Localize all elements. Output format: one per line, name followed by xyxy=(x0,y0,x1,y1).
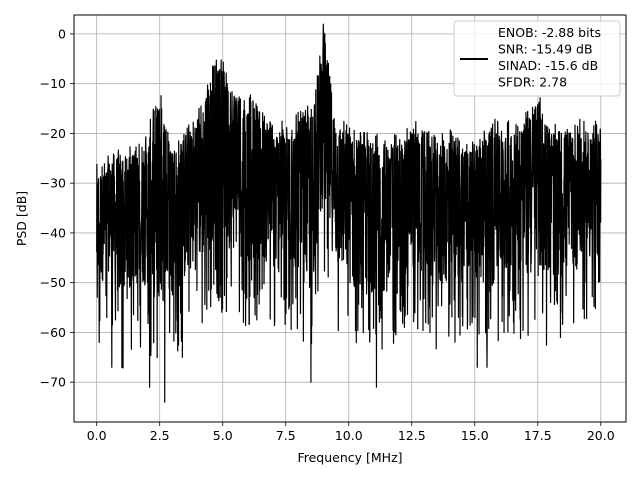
y-tick-label: −70 xyxy=(40,375,66,390)
legend-box xyxy=(453,20,621,97)
x-axis-ticks: 0.0 2.5 5.0 7.5 10.0 12.5 15.0 17.5 20.0 xyxy=(87,422,615,443)
series-psd xyxy=(96,23,602,403)
x-tick-label: 7.5 xyxy=(276,428,296,443)
x-tick-label: 10.0 xyxy=(335,428,363,443)
y-axis-label: PSD [dB] xyxy=(14,191,29,246)
x-tick-label: 20.0 xyxy=(587,428,615,443)
legend-enob: ENOB: -2.88 bits xyxy=(498,25,601,40)
x-tick-label: 15.0 xyxy=(461,428,489,443)
x-axis-label: Frequency [MHz] xyxy=(297,450,402,465)
y-tick-label: −50 xyxy=(40,275,66,290)
y-tick-label: −20 xyxy=(40,126,66,141)
y-tick-label: 0 xyxy=(58,26,66,41)
x-tick-label: 0.0 xyxy=(87,428,107,443)
x-tick-label: 12.5 xyxy=(398,428,426,443)
legend-sinad: SINAD: -15.6 dB xyxy=(498,58,598,73)
y-tick-label: −40 xyxy=(40,225,66,240)
x-tick-label: 5.0 xyxy=(213,428,233,443)
plot-frame xyxy=(73,14,627,423)
y-axis-ticks: 0 −10 −20 −30 −40 −50 −60 −70 xyxy=(40,26,74,390)
psd-trace xyxy=(96,23,602,403)
legend-sfdr: SFDR: 2.78 xyxy=(498,75,567,90)
y-tick-label: −10 xyxy=(40,76,66,91)
x-tick-label: 17.5 xyxy=(524,428,552,443)
y-tick-label: −60 xyxy=(40,325,66,340)
legend-snr: SNR: -15.49 dB xyxy=(498,42,593,57)
legend: ENOB: -2.88 bits SNR: -15.49 dB SINAD: -… xyxy=(453,20,621,97)
x-tick-label: 2.5 xyxy=(150,428,170,443)
y-tick-label: −30 xyxy=(40,176,66,191)
